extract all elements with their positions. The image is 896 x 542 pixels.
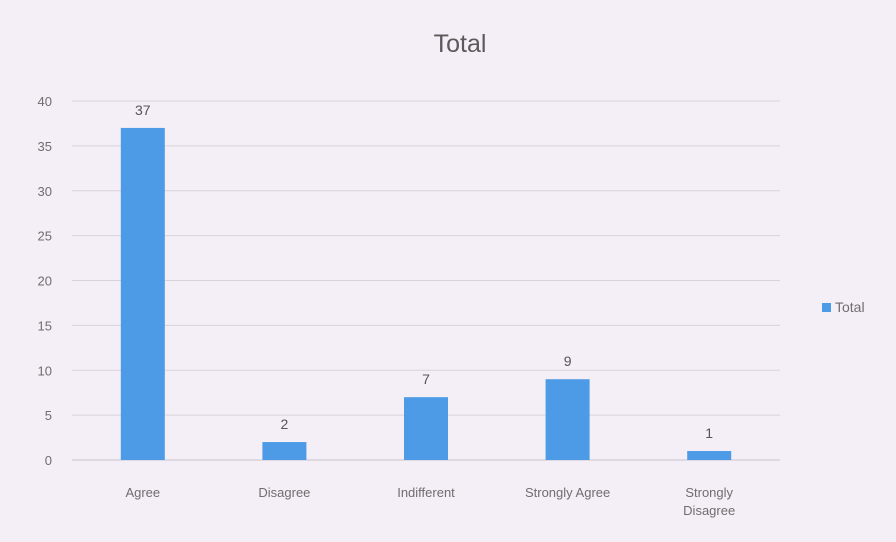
x-tick-label: Agree [125, 485, 160, 500]
x-tick-label: Strongly Agree [525, 485, 610, 500]
y-tick-label: 25 [38, 229, 52, 244]
y-tick-label: 15 [38, 318, 52, 333]
data-label: 7 [422, 371, 430, 387]
chart-title: Total [433, 30, 487, 58]
bar [262, 442, 307, 460]
legend-swatch [822, 302, 831, 312]
bar [120, 127, 165, 461]
bar [404, 397, 448, 460]
y-tick-label: 40 [38, 94, 52, 109]
data-label: 1 [705, 425, 713, 441]
legend: Total [822, 299, 865, 315]
y-tick-label: 10 [38, 363, 52, 378]
y-tick-label: 0 [45, 453, 52, 468]
x-tick-label: Disagree [258, 485, 310, 500]
x-tick-label: Indifferent [397, 485, 455, 500]
y-tick-label: 30 [38, 184, 52, 199]
y-tick-label: 35 [38, 139, 52, 154]
bar [545, 379, 590, 460]
x-tick-label: Strongly Disagree [683, 485, 735, 518]
bar [687, 451, 732, 460]
y-tick-label: 5 [45, 408, 52, 423]
data-label: 37 [135, 102, 151, 118]
legend-label: Total [835, 299, 865, 315]
data-label: 2 [281, 416, 289, 432]
y-tick-label: 20 [38, 274, 52, 289]
data-label: 9 [564, 353, 572, 369]
